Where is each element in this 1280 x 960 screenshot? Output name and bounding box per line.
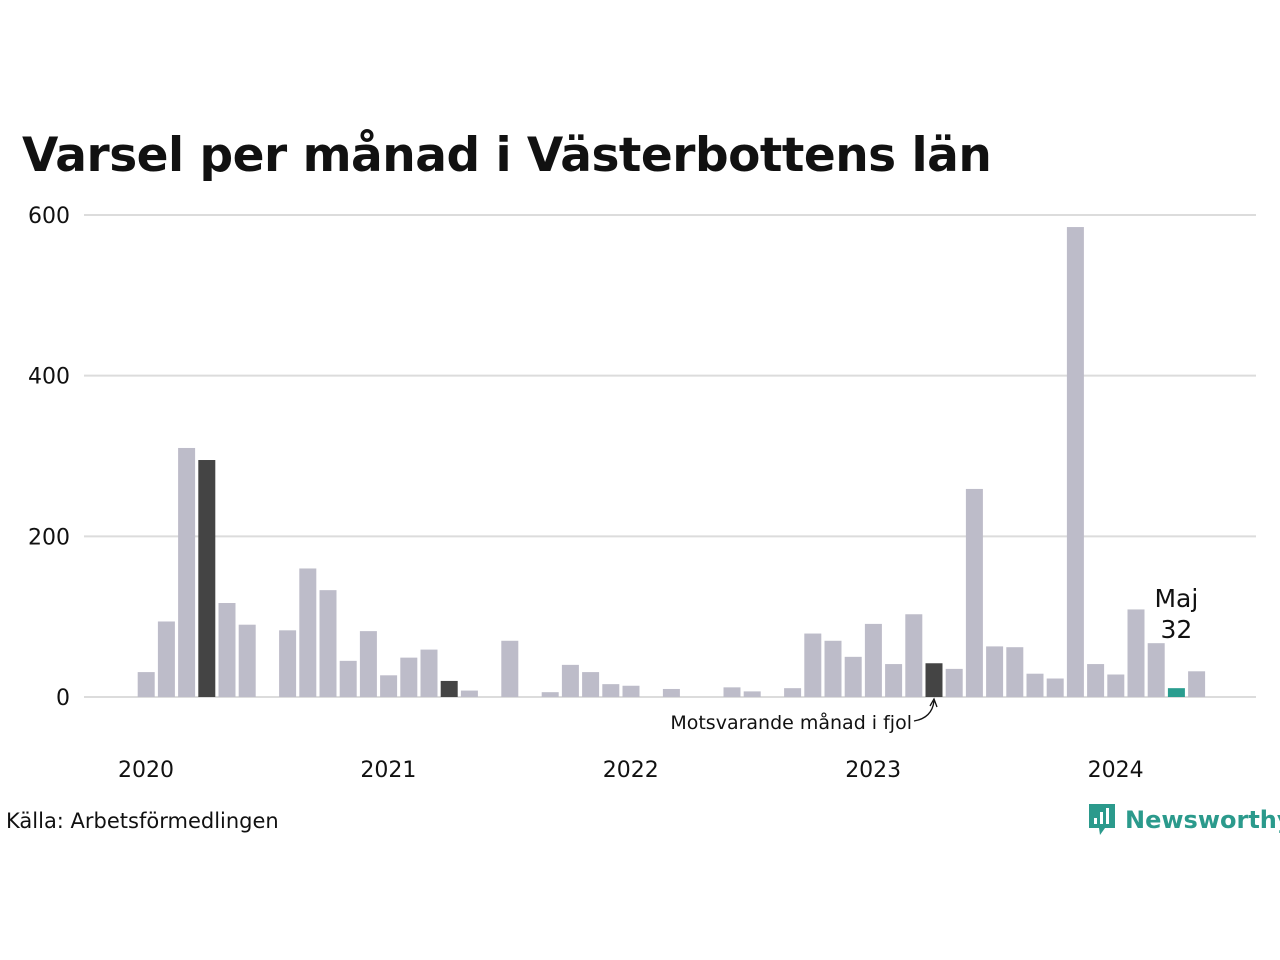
bar-2023-03 <box>885 664 903 697</box>
bar-2024-01 <box>1087 664 1105 697</box>
y-tick-label: 0 <box>56 686 70 711</box>
x-axis-ticks: 2020 2021 2022 2023 2024 <box>118 758 1144 783</box>
bar-2022-01 <box>602 684 620 697</box>
bar-2020-02 <box>137 672 155 697</box>
bar-2021-08 <box>501 640 519 697</box>
bar-2023-10 <box>1026 673 1044 697</box>
x-tick-label: 2022 <box>603 758 659 783</box>
bar-2023-11 <box>1046 678 1064 697</box>
x-tick-label: 2021 <box>360 758 416 783</box>
chart-title: Varsel per månad i Västerbottens län <box>22 128 992 183</box>
newsworthy-logo-icon <box>1089 804 1115 835</box>
bar-2022-08 <box>743 691 761 697</box>
bar-2022-11 <box>804 633 822 697</box>
y-tick-label: 400 <box>28 365 70 390</box>
bar-2020-05 <box>198 460 216 697</box>
bar-2021-05 <box>440 680 458 697</box>
bar-2024-06 <box>1188 671 1206 697</box>
bar-2023-08 <box>986 646 1004 697</box>
bar-2024-04 <box>1147 643 1165 697</box>
bar-2024-05 <box>1167 688 1185 697</box>
bar-2022-07 <box>723 687 741 697</box>
bar-2022-12 <box>824 640 842 697</box>
bar-2023-09 <box>1006 647 1024 697</box>
bar-2023-05 <box>925 663 943 697</box>
bar-2021-01 <box>359 631 377 697</box>
bar-2020-11 <box>319 590 337 697</box>
bar-2020-06 <box>218 603 236 697</box>
highlight-month-label: Maj <box>1154 584 1198 613</box>
bar-2022-04 <box>662 688 680 697</box>
bar-2020-03 <box>157 621 175 697</box>
bar-2023-07 <box>965 488 983 697</box>
bar-2023-06 <box>945 668 963 697</box>
x-tick-label: 2023 <box>845 758 901 783</box>
annotation-arrow <box>913 700 935 722</box>
y-tick-label: 600 <box>28 204 70 229</box>
bar-2021-11 <box>561 664 579 697</box>
x-tick-label: 2024 <box>1088 758 1144 783</box>
x-tick-label: 2020 <box>118 758 174 783</box>
y-axis-ticks: 0 200 400 600 <box>28 204 70 711</box>
bar-2024-03 <box>1127 609 1145 697</box>
bar-2023-12 <box>1066 227 1084 698</box>
annotation-arrowhead <box>929 697 938 708</box>
bars <box>137 227 1206 698</box>
bar-2021-12 <box>582 672 600 697</box>
bar-2021-02 <box>380 675 398 697</box>
bar-2023-02 <box>864 623 882 697</box>
source-note: Källa: Arbetsförmedlingen <box>6 809 279 833</box>
bar-2020-12 <box>339 660 357 697</box>
bar-2021-03 <box>400 657 418 697</box>
bar-2021-10 <box>541 692 559 697</box>
bar-2024-02 <box>1107 674 1125 697</box>
brand-name: Newsworthy <box>1125 806 1280 834</box>
highlight-value-label: 32 <box>1160 615 1192 644</box>
bar-2023-04 <box>905 614 923 697</box>
bar-2020-04 <box>178 447 196 697</box>
bar-2022-10 <box>784 688 802 697</box>
bar-2020-10 <box>299 568 317 697</box>
bar-2020-09 <box>279 630 297 697</box>
brand-logo: Newsworthy <box>1087 802 1280 838</box>
bar-2020-07 <box>238 624 256 697</box>
bar-2022-02 <box>622 685 640 697</box>
bar-2021-04 <box>420 649 438 697</box>
previous-year-label: Motsvarande månad i fjol <box>670 711 912 734</box>
y-tick-label: 200 <box>28 525 70 550</box>
bar-2021-06 <box>460 690 478 697</box>
bar-2023-01 <box>844 656 862 697</box>
